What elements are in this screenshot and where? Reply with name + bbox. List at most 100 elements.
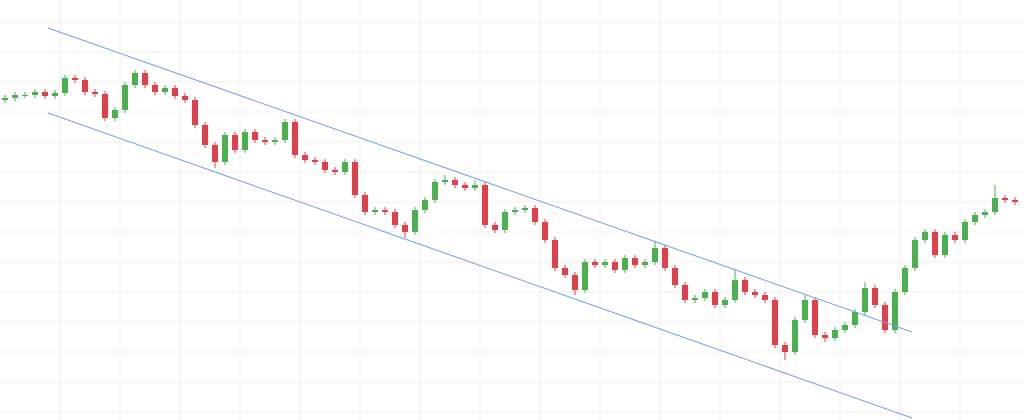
candle-body [462,185,468,188]
candle-body [532,208,538,222]
candle-body [202,125,208,145]
candle-body [282,122,288,140]
candle-body [522,208,528,210]
candle-body [52,93,58,96]
candle-body [82,80,88,92]
candle-body [482,185,488,225]
candle-body [62,78,68,93]
candle-body [932,232,938,255]
candle-body [322,162,328,170]
candle-body [142,73,148,85]
candle-body [152,85,158,92]
candle-body [622,258,628,270]
candle-body [302,155,308,160]
candle-body [802,300,808,320]
candle-body [852,312,858,325]
candle-body [782,345,788,352]
candle-body [502,212,508,230]
candle-body [832,330,838,338]
candle-body [112,110,118,118]
candle-body [432,182,438,200]
candle-body [132,73,138,85]
candle-body [472,185,478,188]
candle-body [842,325,848,330]
candle-body [702,292,708,298]
candle-body [872,288,878,305]
candle-body [732,280,738,300]
channel-line [47,27,913,333]
candle-body [422,200,428,210]
candle-body [902,268,908,292]
candle-body [882,305,888,330]
candle-body [362,195,368,212]
candle-body [942,235,948,255]
candle-body [542,222,548,240]
candle-body [332,170,338,172]
candle-body [862,288,868,312]
candle-body [642,262,648,265]
candle-body [672,268,678,285]
candle-body [72,78,78,80]
candle-body [42,92,48,96]
candle-body [712,292,718,305]
candle-body [192,100,198,125]
candle-body [1012,200,1018,202]
channel-line [47,112,913,419]
candle-body [682,285,688,300]
candle-body [762,295,768,300]
candle-body [262,140,268,142]
candle-body [742,280,748,292]
candle-body [722,300,728,305]
candle-body [652,248,658,262]
candle-body [952,235,958,240]
candle-body [612,262,618,270]
candle-body [572,275,578,290]
candle-body [552,240,558,268]
candle-body [32,92,38,95]
candle-body [292,122,298,155]
candle-body [2,98,8,100]
candle-body [972,215,978,222]
candle-body [592,262,598,265]
candle-body [452,180,458,185]
candle-body [222,135,228,162]
candle-body [962,222,968,240]
candle-body [172,88,178,96]
candle-body [312,160,318,162]
candle-body [412,210,418,232]
candle-body [662,248,668,268]
candle-body [892,292,898,330]
candle-body [602,262,608,265]
candle-body [912,240,918,268]
candle-body [922,232,928,240]
candle-body [982,212,988,215]
candle-body [582,262,588,290]
candle-body [102,94,108,118]
candle-body [272,140,278,142]
candle-body [632,258,638,265]
candle-body [512,210,518,212]
candle-body [392,212,398,225]
candle-body [752,292,758,295]
candle-body [1002,198,1008,200]
candle-body [492,225,498,230]
candle-body [252,132,258,140]
candle-body [822,335,828,338]
candle-body [122,85,128,110]
candle-body [792,320,798,352]
candle-body [242,132,248,150]
candle-body [342,162,348,172]
candle-body [352,162,358,195]
candle-body [372,210,378,212]
candle-body [92,92,98,94]
candle-body [442,180,448,182]
candle-body [12,95,18,98]
candle-body [22,95,28,96]
candle-body [992,198,998,212]
candle-body [382,210,388,212]
candle-body [212,145,218,162]
candle-body [812,300,818,335]
candle-body [692,298,698,300]
